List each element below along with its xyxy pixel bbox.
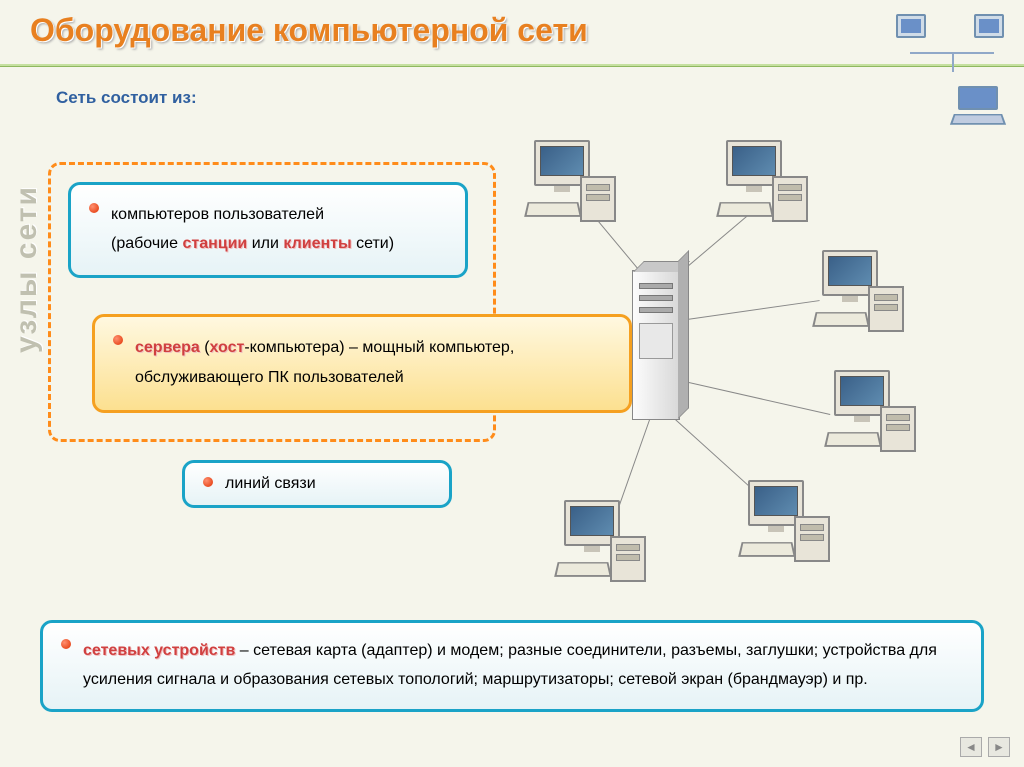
box-workstations: компьютеров пользователей (рабочие станц… bbox=[68, 182, 468, 278]
box-server: сервера (хост-компьютера) – мощный компь… bbox=[92, 314, 632, 413]
highlight-clients: клиенты bbox=[283, 235, 351, 252]
workstation-icon bbox=[718, 140, 808, 222]
bullet-icon bbox=[203, 477, 213, 487]
highlight-stations: станции bbox=[182, 235, 247, 252]
separator bbox=[0, 64, 1024, 67]
text: ( bbox=[200, 339, 210, 356]
nav-prev-button[interactable]: ◄ bbox=[960, 737, 982, 757]
page-title: Оборудование компьютерной сети bbox=[30, 12, 994, 49]
bullet-icon bbox=[89, 203, 99, 213]
bullet-icon bbox=[61, 639, 71, 649]
workstation-icon bbox=[526, 140, 616, 222]
text: обслуживающего ПК пользователей bbox=[135, 369, 404, 386]
connection-line bbox=[680, 380, 830, 415]
highlight-host: хост bbox=[210, 339, 245, 356]
corner-network-icon bbox=[892, 8, 1012, 128]
highlight-devices: сетевых устройств bbox=[83, 642, 235, 659]
box-devices: сетевых устройств – сетевая карта (адапт… bbox=[40, 620, 984, 712]
nav-next-button[interactable]: ► bbox=[988, 737, 1010, 757]
workstation-icon bbox=[826, 370, 916, 452]
text: (рабочие bbox=[111, 235, 182, 252]
workstation-icon bbox=[740, 480, 830, 562]
text: -компьютера) – мощный компьютер, bbox=[244, 339, 514, 356]
workstation-icon bbox=[556, 500, 646, 582]
text: компьютеров пользователей bbox=[111, 206, 324, 223]
text: сети) bbox=[352, 235, 394, 252]
highlight-server: сервера bbox=[135, 339, 200, 356]
server-icon bbox=[632, 270, 680, 420]
text: или bbox=[247, 235, 283, 252]
nav-buttons: ◄ ► bbox=[960, 737, 1010, 757]
subtitle: Сеть состоит из: bbox=[56, 88, 197, 108]
side-label-nodes: узлы сети bbox=[10, 185, 44, 353]
connection-line bbox=[680, 300, 820, 321]
box-lines: линий связи bbox=[182, 460, 452, 508]
text: линий связи bbox=[225, 475, 316, 492]
bullet-icon bbox=[113, 335, 123, 345]
workstation-icon bbox=[814, 250, 904, 332]
